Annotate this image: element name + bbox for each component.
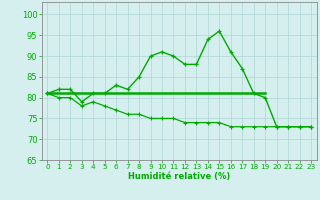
X-axis label: Humidité relative (%): Humidité relative (%) bbox=[128, 172, 230, 181]
